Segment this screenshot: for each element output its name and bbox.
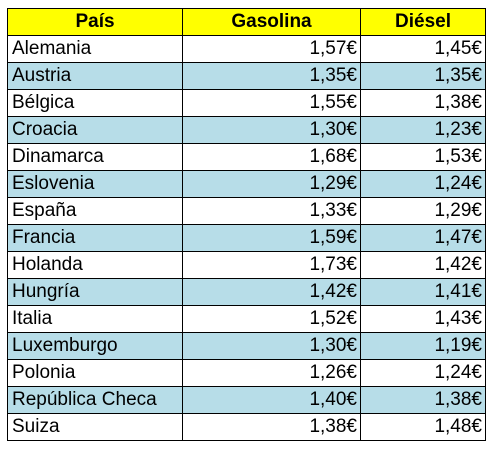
- table-row: Hungría 1,42€ 1,41€: [7, 278, 486, 306]
- cell-country: España: [7, 197, 183, 225]
- header-gasoline: Gasolina: [182, 8, 361, 36]
- table-row: Suiza 1,38€ 1,48€: [7, 413, 486, 441]
- cell-diesel-price: 1,38€: [360, 386, 486, 414]
- table-header-row: País Gasolina Diésel: [7, 8, 486, 36]
- cell-country: Dinamarca: [7, 143, 183, 171]
- table-row: Alemania 1,57€ 1,45€: [7, 35, 486, 63]
- table-row: Francia 1,59€ 1,47€: [7, 224, 486, 252]
- cell-country: Alemania: [7, 35, 183, 63]
- cell-country: República Checa: [7, 386, 183, 414]
- cell-gasoline-price: 1,55€: [182, 89, 361, 117]
- cell-gasoline-price: 1,29€: [182, 170, 361, 198]
- cell-country: Suiza: [7, 413, 183, 441]
- cell-diesel-price: 1,42€: [360, 251, 486, 279]
- cell-diesel-price: 1,24€: [360, 170, 486, 198]
- cell-gasoline-price: 1,57€: [182, 35, 361, 63]
- cell-diesel-price: 1,23€: [360, 116, 486, 144]
- cell-gasoline-price: 1,52€: [182, 305, 361, 333]
- table-row: Holanda 1,73€ 1,42€: [7, 251, 486, 279]
- cell-diesel-price: 1,47€: [360, 224, 486, 252]
- cell-country: Bélgica: [7, 89, 183, 117]
- cell-country: Eslovenia: [7, 170, 183, 198]
- table-row: Dinamarca 1,68€ 1,53€: [7, 143, 486, 171]
- cell-country: Austria: [7, 62, 183, 90]
- table-row: Luxemburgo 1,30€ 1,19€: [7, 332, 486, 360]
- cell-diesel-price: 1,43€: [360, 305, 486, 333]
- table-row: Austria 1,35€ 1,35€: [7, 62, 486, 90]
- cell-country: Francia: [7, 224, 183, 252]
- table-row: Bélgica 1,55€ 1,38€: [7, 89, 486, 117]
- cell-diesel-price: 1,35€: [360, 62, 486, 90]
- cell-gasoline-price: 1,40€: [182, 386, 361, 414]
- cell-gasoline-price: 1,38€: [182, 413, 361, 441]
- cell-country: Croacia: [7, 116, 183, 144]
- table-body: Alemania 1,57€ 1,45€ Austria 1,35€ 1,35€ Bélgi…: [7, 35, 486, 441]
- cell-gasoline-price: 1,59€: [182, 224, 361, 252]
- table-row: Eslovenia 1,29€ 1,24€: [7, 170, 486, 198]
- fuel-price-table: País Gasolina Diésel Alemania 1,57€ 1,45€ A…: [7, 8, 486, 441]
- table-row: Croacia 1,30€ 1,23€: [7, 116, 486, 144]
- cell-gasoline-price: 1,68€: [182, 143, 361, 171]
- table-row: República Checa 1,40€ 1,38€: [7, 386, 486, 414]
- cell-diesel-price: 1,29€: [360, 197, 486, 225]
- cell-country: Polonia: [7, 359, 183, 387]
- cell-diesel-price: 1,45€: [360, 35, 486, 63]
- cell-diesel-price: 1,38€: [360, 89, 486, 117]
- cell-country: Luxemburgo: [7, 332, 183, 360]
- cell-diesel-price: 1,41€: [360, 278, 486, 306]
- cell-gasoline-price: 1,73€: [182, 251, 361, 279]
- cell-gasoline-price: 1,30€: [182, 116, 361, 144]
- cell-country: Hungría: [7, 278, 183, 306]
- table-row: España 1,33€ 1,29€: [7, 197, 486, 225]
- price-table-container: País Gasolina Diésel Alemania 1,57€ 1,45€ A…: [7, 8, 486, 441]
- cell-diesel-price: 1,24€: [360, 359, 486, 387]
- cell-diesel-price: 1,19€: [360, 332, 486, 360]
- cell-country: Holanda: [7, 251, 183, 279]
- table-row: Italia 1,52€ 1,43€: [7, 305, 486, 333]
- cell-country: Italia: [7, 305, 183, 333]
- header-country: País: [7, 8, 183, 36]
- cell-gasoline-price: 1,33€: [182, 197, 361, 225]
- header-diesel: Diésel: [360, 8, 486, 36]
- cell-diesel-price: 1,48€: [360, 413, 486, 441]
- cell-gasoline-price: 1,42€: [182, 278, 361, 306]
- cell-gasoline-price: 1,35€: [182, 62, 361, 90]
- cell-gasoline-price: 1,26€: [182, 359, 361, 387]
- cell-gasoline-price: 1,30€: [182, 332, 361, 360]
- cell-diesel-price: 1,53€: [360, 143, 486, 171]
- table-row: Polonia 1,26€ 1,24€: [7, 359, 486, 387]
